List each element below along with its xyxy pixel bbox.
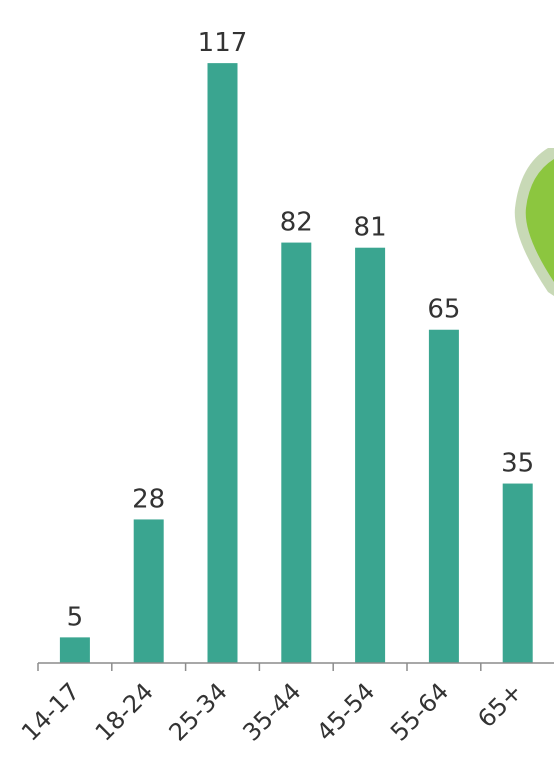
- bar-14-17: [60, 637, 90, 663]
- bar-18-24: [134, 519, 164, 663]
- data-label: 65: [427, 295, 460, 325]
- bar-45-54: [355, 248, 385, 663]
- x-tick-label: 55-64: [385, 677, 454, 746]
- x-tick-label: 25-34: [164, 677, 233, 746]
- x-axis-ticks: [38, 663, 481, 671]
- x-tick-label: 14-17: [16, 677, 85, 746]
- x-tick-label: 35-44: [237, 677, 306, 746]
- data-label: 81: [354, 213, 387, 243]
- data-label: 35: [501, 449, 534, 479]
- x-tick-label: 45-54: [311, 677, 380, 746]
- x-tick-label: 18-24: [90, 677, 159, 746]
- bar-25-34: [208, 63, 238, 663]
- bar-55-64: [429, 330, 459, 663]
- x-axis: 14-17 18-24 25-34 35-44 45-54 55-64 65+: [16, 663, 554, 747]
- x-tick-label: 65+: [472, 677, 528, 733]
- data-label: 117: [198, 28, 248, 58]
- data-label: 28: [132, 484, 165, 514]
- bar-35-44: [281, 243, 311, 663]
- green-rounded-callout-icon: [515, 148, 554, 296]
- data-label: 5: [67, 602, 84, 632]
- bars-group: [60, 63, 533, 663]
- data-label: 82: [280, 208, 313, 238]
- bar-65+: [503, 484, 533, 663]
- x-axis-tick-labels: 14-17 18-24 25-34 35-44 45-54 55-64 65+: [16, 677, 528, 746]
